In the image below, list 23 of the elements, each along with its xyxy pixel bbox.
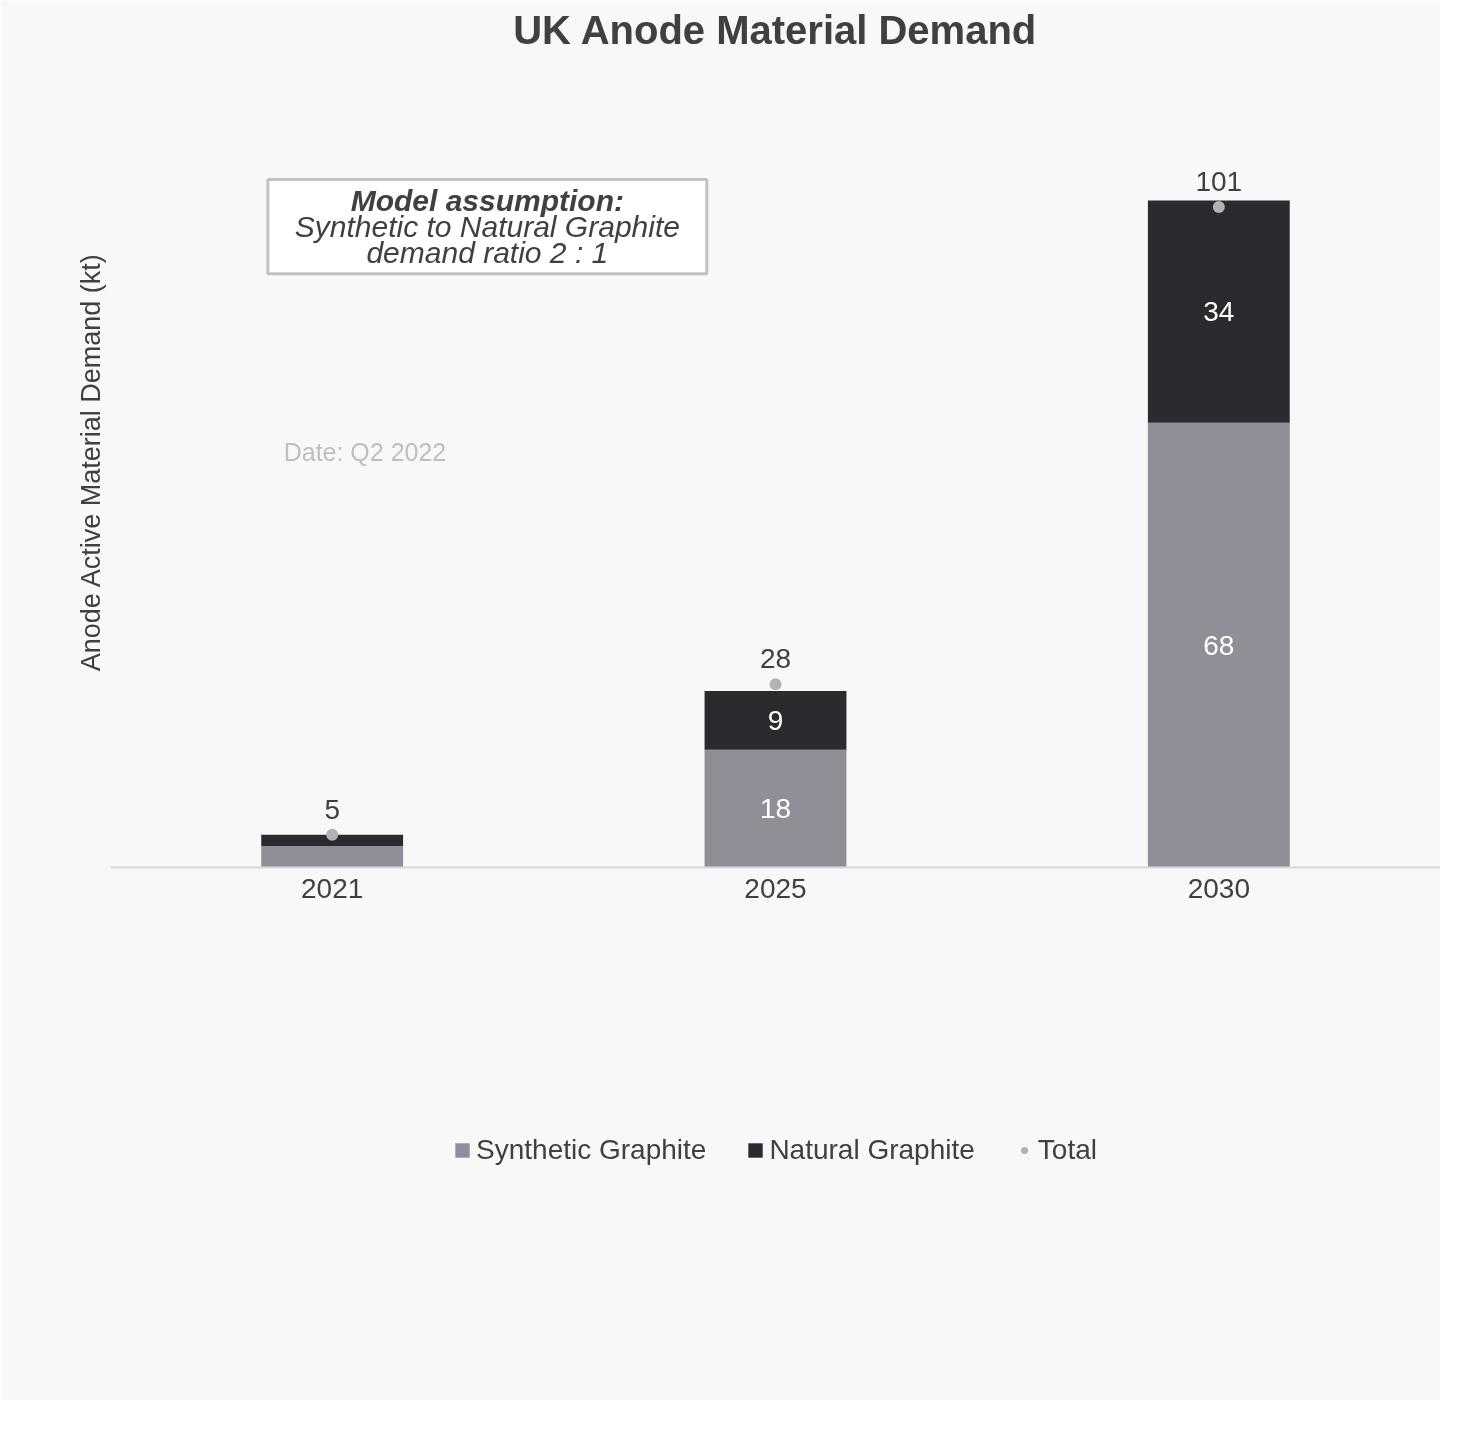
annotation: Model assumption: Synthetic to Natural Graphite demand ratio 2 : 1 [294,183,680,270]
bar [704,749,847,868]
data-label: 101 [1195,165,1243,197]
data-label: 68 [1203,629,1235,661]
bar [1147,422,1290,868]
bar [261,834,404,846]
data-label: 34 [1203,296,1235,328]
data-label: 18 [759,793,792,825]
legend-label: Synthetic Graphite [476,1134,707,1166]
y-axis-title: Anode Active Material Demand (kt) [75,254,106,672]
legend-label: Natural Graphite [769,1134,975,1166]
x-tick-label: 2021 [301,872,364,904]
data-label: 5 [324,793,340,825]
bar [261,845,404,868]
data-label: 28 [759,643,792,675]
bar [704,690,847,750]
bar [1147,200,1290,423]
data-label: 9 [767,704,784,736]
x-tick-label: 2025 [744,872,807,904]
chart-title: UK Anode Material Demand [513,7,1037,52]
annotation: Date: Q2 2022 [283,437,447,466]
x-tick-label: 2030 [1187,872,1250,904]
legend-label: Total [1037,1134,1097,1166]
